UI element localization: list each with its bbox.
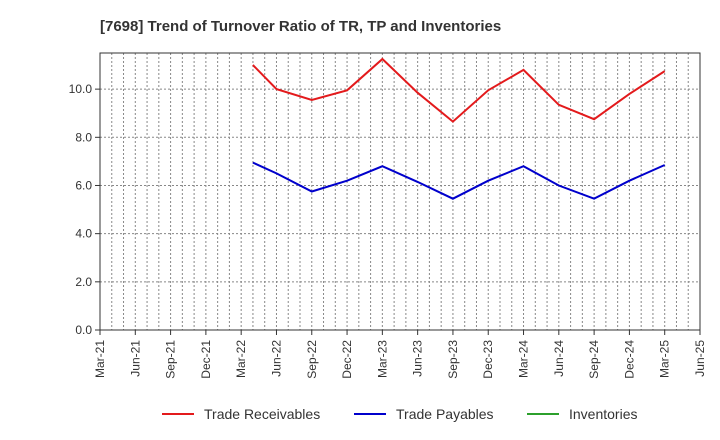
legend-label: Inventories (569, 406, 637, 422)
x-axis: Mar-21 Jun-21 Sep-21 Dec-21 Mar-22 Jun-22 Sep-… (93, 330, 707, 379)
x-tick-label: Dec-21 (199, 340, 213, 379)
plot-area (99, 52, 701, 331)
series-line (252, 161, 666, 200)
y-tick-label: 6.0 (75, 178, 92, 192)
y-tick-label: 8.0 (75, 130, 92, 144)
x-tick-label: Mar-21 (93, 340, 107, 378)
x-tick-label: Mar-25 (658, 340, 672, 378)
y-tick-label: 2.0 (75, 275, 92, 289)
y-tick-label: 10.0 (69, 82, 93, 96)
x-tick-label: Mar-24 (517, 340, 531, 378)
x-tick-label: Jun-25 (693, 340, 707, 377)
x-tick-label: Jun-22 (269, 340, 283, 377)
x-tick-label: Sep-22 (305, 340, 319, 379)
x-tick-label: Jun-23 (411, 340, 425, 377)
x-tick-label: Dec-24 (622, 340, 636, 379)
x-tick-label: Jun-24 (552, 340, 566, 377)
legend: Trade Receivables Trade Payables Inventori… (162, 406, 637, 422)
legend-label: Trade Receivables (204, 406, 320, 422)
x-tick-label: Jun-21 (128, 340, 142, 377)
x-tick-label: Sep-24 (587, 340, 601, 379)
x-tick-label: Dec-23 (481, 340, 495, 379)
x-tick-label: Mar-23 (375, 340, 389, 378)
x-tick-label: Sep-21 (164, 340, 178, 379)
y-tick-label: 0.0 (75, 323, 92, 337)
series-line (252, 57, 666, 123)
legend-label: Trade Payables (396, 406, 494, 422)
series-lines (252, 57, 666, 200)
x-tick-label: Sep-23 (446, 340, 460, 379)
chart-title: [7698] Trend of Turnover Ratio of TR, TP… (100, 18, 501, 35)
y-axis: 0.0 2.0 4.0 6.0 8.0 10.0 (69, 82, 100, 337)
x-tick-label: Mar-22 (234, 340, 248, 378)
x-tick-label: Dec-22 (340, 340, 354, 379)
y-tick-label: 4.0 (75, 227, 92, 241)
